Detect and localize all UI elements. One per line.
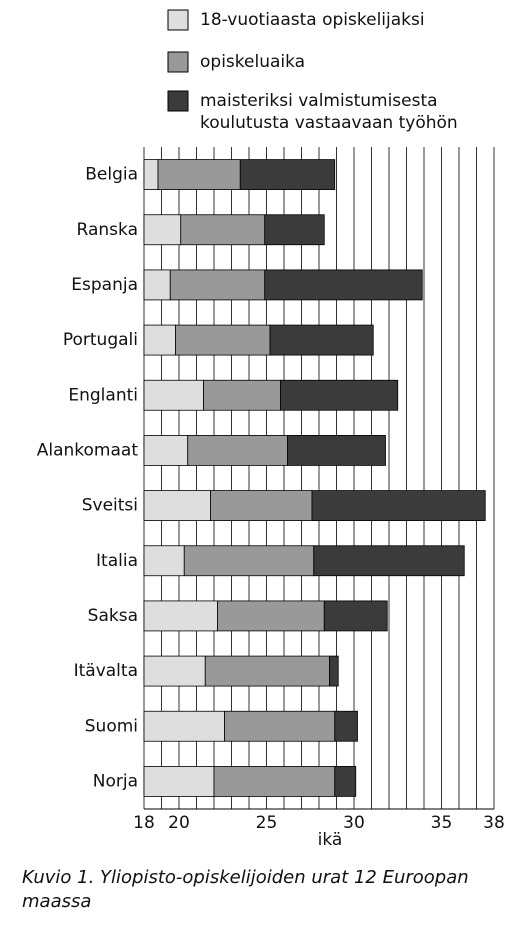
bar-segment [213,766,336,797]
legend-swatch [167,90,189,112]
bar-segment [143,655,206,687]
bar-segment [143,490,211,521]
bar-segment [239,159,336,190]
bar-segment [334,766,357,797]
y-tick-label: Suomi [85,716,138,736]
bar-segment [143,214,182,246]
legend-swatch [167,9,189,31]
y-tick-label: Espanja [71,275,138,295]
x-tick-label: 35 [431,813,453,833]
y-tick-label: Englanti [68,385,138,405]
bar-segment [157,159,241,190]
bar-segment [334,710,358,742]
bar-segment [264,269,423,301]
y-tick-label: Portugali [63,330,138,350]
bar-segment [210,490,313,521]
legend-swatch [167,51,189,73]
y-tick-label: Belgia [85,165,138,185]
x-tick-label: 18 [133,813,155,833]
bar-segment [224,710,336,742]
y-tick-label: Itävalta [74,661,138,681]
bar-segment [187,435,288,466]
bar-segment [311,490,486,521]
y-tick-label: Saksa [88,606,138,626]
legend-label: 18-vuotiaasta opiskelijaksi [200,10,425,30]
bar-segment [217,600,325,632]
y-tick-label: Sveitsi [82,496,138,516]
bar-segment [183,545,315,577]
y-tick-label: Italia [96,551,138,571]
x-tick-label: 20 [168,813,190,833]
bar-segment [143,159,159,190]
bar-segment [143,435,189,466]
bar-segment [143,766,215,797]
bar-segment [280,379,399,411]
bar-segment [169,269,266,301]
bar-segment [143,324,176,356]
caption: Kuvio 1. Yliopisto-opiskelijoiden urat 1… [22,867,469,912]
bar-segment [143,545,185,577]
bar-segment [143,710,225,742]
x-tick-label: 38 [483,813,505,833]
bar-segment [264,214,325,246]
bar-segment [143,269,171,301]
legend-label: maisteriksi valmistumisesta koulutusta v… [200,91,458,133]
x-axis-label: ikä [318,830,343,850]
x-tick-label: 30 [343,813,365,833]
bar-segment [269,324,374,356]
bar-segment [329,655,339,687]
y-tick-label: Norja [93,771,138,791]
bar-segment [287,435,386,466]
bar-segment [180,214,266,246]
bar-segment [175,324,271,356]
x-tick-label: 25 [256,813,278,833]
bar-segment [143,600,218,632]
y-tick-label: Ranska [77,220,138,240]
bar-segment [204,655,330,687]
legend-label: opiskeluaika [200,52,306,72]
bar-segment [313,545,465,577]
bar-segment [143,379,204,411]
bar-segment [203,379,281,411]
bar-segment [323,600,388,632]
y-tick-label: Alankomaat [37,440,139,460]
